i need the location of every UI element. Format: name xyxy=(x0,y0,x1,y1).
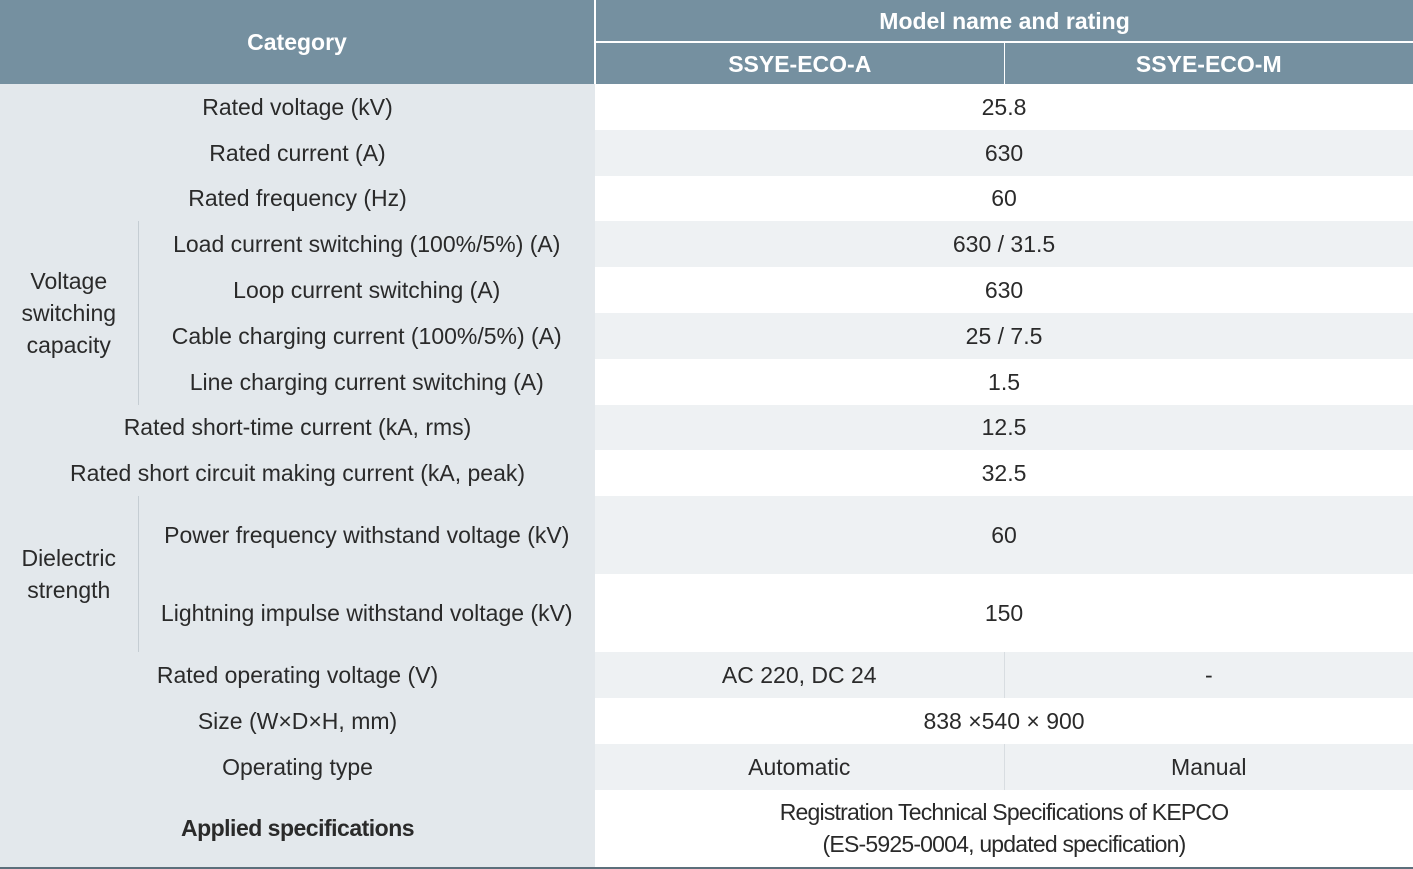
group-label-voltage-switching: Voltage switching capacity xyxy=(0,221,139,405)
row-value: 838 ×540 × 900 xyxy=(595,697,1413,744)
row-value-model-m: - xyxy=(1004,652,1413,698)
row-value-model-m: Manual xyxy=(1004,743,1413,790)
row-label: Rated short circuit making current (kA, … xyxy=(0,450,596,497)
group-label-dielectric: Dielectric strength xyxy=(0,496,139,653)
row-label: Rated current (A) xyxy=(0,129,596,176)
row-value: 32.5 xyxy=(595,450,1413,497)
row-value: 12.5 xyxy=(595,404,1413,451)
table-row: Rated frequency (Hz) 60 xyxy=(0,175,1413,222)
row-value: 60 xyxy=(595,175,1413,222)
table-row: Rated short-time current (kA, rms) 12.5 xyxy=(0,404,1413,451)
row-value: 25.8 xyxy=(595,84,1413,130)
table-row: Loop current switching (A) 630 xyxy=(0,267,1413,313)
table-row: Rated current (A) 630 xyxy=(0,129,1413,176)
table-row: Voltage switching capacity Load current … xyxy=(0,221,1413,405)
model-group-header: Model name and rating xyxy=(595,0,1413,43)
row-label: Rated voltage (kV) xyxy=(0,84,596,130)
table-row: Rated operating voltage (V) AC 220, DC 2… xyxy=(0,652,1413,698)
table-row: Line charging current switching (A) 1.5 xyxy=(0,358,1413,405)
row-label: Applied specifications xyxy=(0,789,596,867)
row-label: Loop current switching (A) xyxy=(138,267,596,313)
row-value: 25 / 7.5 xyxy=(595,312,1413,359)
table-row: Operating type Automatic Manual xyxy=(0,743,1413,790)
category-header: Category xyxy=(0,0,597,84)
row-label: Operating type xyxy=(0,743,596,790)
spec-line-1: Registration Technical Specifications of… xyxy=(779,799,1229,826)
row-value: 150 xyxy=(595,574,1413,653)
row-label: Cable charging current (100%/5%) (A) xyxy=(138,312,596,359)
table-row: Applied specifications Registration Tech… xyxy=(0,789,1413,867)
row-value: 630 xyxy=(595,129,1413,176)
table-row: Rated voltage (kV) 25.8 xyxy=(0,84,1413,130)
row-label: Power frequency withstand voltage (kV) xyxy=(138,496,596,575)
table-row: Cable charging current (100%/5%) (A) 25 … xyxy=(0,312,1413,359)
table-row: Lightning impulse withstand voltage (kV)… xyxy=(0,574,1413,653)
row-value: Registration Technical Specifications of… xyxy=(595,789,1413,867)
row-label: Line charging current switching (A) xyxy=(138,358,596,405)
row-label: Rated short-time current (kA, rms) xyxy=(0,404,596,451)
model-m-header: SSYE-ECO-M xyxy=(1004,42,1413,84)
table-row: Size (W×D×H, mm) 838 ×540 × 900 xyxy=(0,697,1413,744)
row-label: Lightning impulse withstand voltage (kV) xyxy=(138,574,596,653)
row-value: 60 xyxy=(595,496,1413,575)
table-row: Dielectric strength Power frequency with… xyxy=(0,496,1413,653)
row-value: 630 / 31.5 xyxy=(595,221,1413,268)
row-value-model-a: AC 220, DC 24 xyxy=(595,652,1005,698)
table-row: Rated short circuit making current (kA, … xyxy=(0,450,1413,497)
row-label: Load current switching (100%/5%) (A) xyxy=(138,221,596,268)
row-label: Size (W×D×H, mm) xyxy=(0,697,596,744)
row-label: Rated frequency (Hz) xyxy=(0,175,596,222)
spec-line-2: (ES-5925-0004, updated specification) xyxy=(822,831,1187,858)
model-a-header: SSYE-ECO-A xyxy=(595,42,1005,84)
row-value-model-a: Automatic xyxy=(595,743,1005,790)
row-label: Rated operating voltage (V) xyxy=(0,652,596,698)
row-value: 630 xyxy=(595,267,1413,313)
row-value: 1.5 xyxy=(595,358,1413,405)
